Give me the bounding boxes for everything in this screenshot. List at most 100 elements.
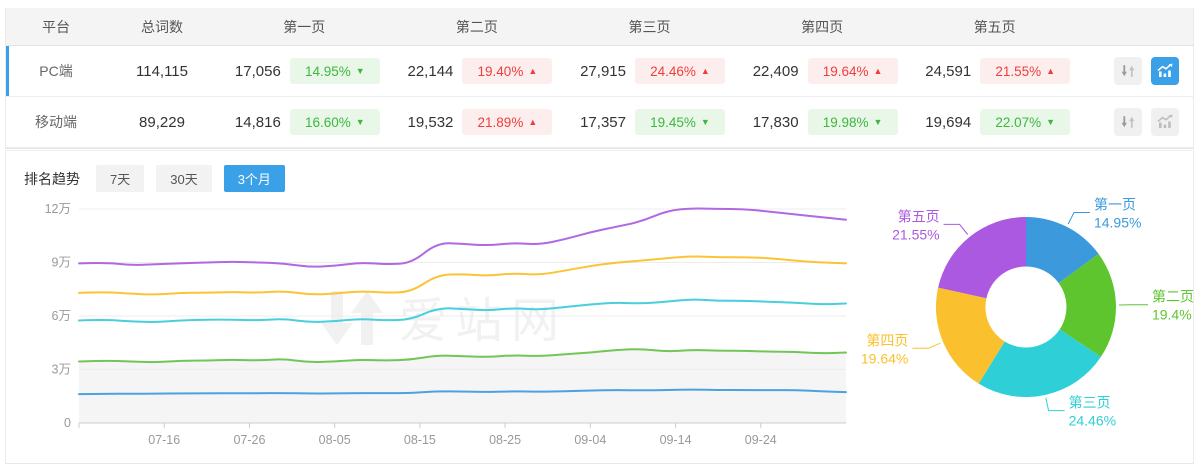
rank-trend-line-chart[interactable]: 爱站网 0 3万 6万 9万 12万 07-16 07-26 08-05 08-15 08-25 09… <box>31 191 861 463</box>
page4-change-badge: 19.98% <box>807 109 898 135</box>
sort-arrows-icon <box>1121 65 1135 77</box>
trend-chart-button[interactable] <box>1151 108 1179 136</box>
page1-cell: 17,056 14.95% <box>218 58 391 84</box>
tab-range-7d[interactable]: 7天 <box>96 165 145 192</box>
sort-arrows-icon <box>1121 116 1135 128</box>
trend-chart-icon <box>1157 114 1173 128</box>
svg-text:08-25: 08-25 <box>489 433 521 447</box>
svg-text:09-24: 09-24 <box>745 433 777 447</box>
donut-slice-第二页 <box>1058 253 1116 357</box>
page3-cell: 27,915 24.46% <box>563 58 736 84</box>
page5-cell: 24,591 21.55% <box>908 58 1081 84</box>
total-words: 114,115 <box>136 62 188 80</box>
svg-text:19.64%: 19.64% <box>861 350 908 366</box>
page5-change-badge: 21.55% <box>980 58 1071 84</box>
page1-change-badge: 14.95% <box>289 58 380 84</box>
page1-change-badge: 16.60% <box>289 109 380 135</box>
page1-count: 17,056 <box>234 62 281 80</box>
col-header-page1: 第一页 <box>283 18 326 35</box>
col-header-page2: 第二页 <box>455 18 498 35</box>
svg-text:24.46%: 24.46% <box>1069 413 1116 429</box>
page4-cell: 22,409 19.64% <box>736 58 909 84</box>
svg-text:21.55%: 21.55% <box>892 226 939 242</box>
table-row-pc[interactable]: PC端 114,115 17,056 14.95% 22,144 19.40% … <box>6 46 1193 97</box>
col-header-page3: 第三页 <box>628 18 671 35</box>
page2-change-badge: 21.89% <box>462 109 553 135</box>
svg-text:9万: 9万 <box>52 256 71 270</box>
page2-cell: 19,532 21.89% <box>391 109 564 135</box>
page-distribution-donut-chart[interactable]: 第一页 14.95% 第二页 19.4% 第三页 24.46% 第四页 19.64% 第五页 21… <box>859 189 1200 439</box>
page3-change-badge: 24.46% <box>634 58 725 84</box>
page2-change-badge: 19.40% <box>462 58 553 84</box>
table-header: 平台 总词数 第一页 第二页 第三页 第四页 第五页 <box>6 8 1193 46</box>
rank-trend-section: 排名趋势 7天 30天 3个月 爱站网 0 3万 6万 9万 12万 07-16 07-26 0… <box>5 150 1194 464</box>
col-header-page4: 第四页 <box>801 18 844 35</box>
table-row-mobile[interactable]: 移动端 89,229 14,816 16.60% 19,532 21.89% 1… <box>6 97 1193 148</box>
donut-slice-第一页 <box>1026 217 1099 284</box>
page5-count: 19,694 <box>925 113 972 131</box>
page3-count: 27,915 <box>580 62 626 80</box>
svg-text:08-05: 08-05 <box>319 433 351 447</box>
col-header-platform: 平台 <box>42 18 70 35</box>
svg-text:07-16: 07-16 <box>148 433 180 447</box>
svg-text:第三页: 第三页 <box>1069 395 1111 411</box>
trend-arrow-icon <box>701 118 710 127</box>
trend-arrow-icon <box>356 67 365 76</box>
trend-arrow-icon <box>528 67 537 76</box>
page4-count: 22,409 <box>752 62 799 80</box>
svg-text:14.95%: 14.95% <box>1094 214 1141 230</box>
tab-range-3m[interactable]: 3个月 <box>223 165 285 192</box>
page3-change-badge: 19.45% <box>634 109 725 135</box>
donut-slice-第三页 <box>978 329 1101 398</box>
svg-text:12万: 12万 <box>45 202 71 216</box>
page2-count: 22,144 <box>407 62 454 80</box>
svg-text:07-26: 07-26 <box>233 433 265 447</box>
svg-text:09-04: 09-04 <box>574 433 606 447</box>
svg-text:6万: 6万 <box>52 309 71 323</box>
page4-cell: 17,830 19.98% <box>736 109 909 135</box>
page3-cell: 17,357 19.45% <box>563 109 736 135</box>
col-header-page5: 第五页 <box>973 18 1016 35</box>
page5-count: 24,591 <box>925 62 972 80</box>
sort-button[interactable] <box>1114 57 1142 85</box>
page2-cell: 22,144 19.40% <box>391 58 564 84</box>
total-words: 89,229 <box>139 113 185 131</box>
trend-arrow-icon <box>701 67 710 76</box>
tab-range-30d[interactable]: 30天 <box>156 165 212 192</box>
svg-text:第一页: 第一页 <box>1094 196 1136 212</box>
svg-text:第四页: 第四页 <box>866 332 908 348</box>
donut-slice-第五页 <box>938 217 1026 299</box>
trend-arrow-icon <box>874 67 883 76</box>
page4-change-badge: 19.64% <box>807 58 898 84</box>
page1-cell: 14,816 16.60% <box>218 109 391 135</box>
svg-text:3万: 3万 <box>52 363 71 377</box>
page2-count: 19,532 <box>407 113 454 131</box>
trend-arrow-icon <box>356 118 365 127</box>
keyword-rank-table: 平台 总词数 第一页 第二页 第三页 第四页 第五页 PC端 114,115 1… <box>5 8 1194 149</box>
svg-text:19.4%: 19.4% <box>1152 307 1192 323</box>
sort-button[interactable] <box>1114 108 1142 136</box>
svg-text:0: 0 <box>64 416 71 430</box>
page5-cell: 19,694 22.07% <box>908 109 1081 135</box>
trend-arrow-icon <box>874 118 883 127</box>
trend-toolbar: 排名趋势 7天 30天 3个月 <box>6 151 1193 192</box>
svg-text:08-15: 08-15 <box>404 433 436 447</box>
svg-text:爱站网: 爱站网 <box>399 295 567 348</box>
svg-text:第五页: 第五页 <box>898 208 940 224</box>
trend-arrow-icon <box>1046 118 1055 127</box>
page1-count: 14,816 <box>234 113 281 131</box>
trend-chart-button[interactable] <box>1151 57 1179 85</box>
svg-text:第二页: 第二页 <box>1152 289 1194 305</box>
platform-label: PC端 <box>39 63 73 79</box>
trend-chart-icon <box>1157 63 1173 77</box>
svg-text:09-14: 09-14 <box>660 433 692 447</box>
trend-section-title: 排名趋势 <box>24 170 80 187</box>
trend-arrow-icon <box>1046 67 1055 76</box>
watermark-aizhan-logo: 爱站网 <box>321 291 567 348</box>
donut-slice-第四页 <box>935 287 1005 384</box>
page3-count: 17,357 <box>580 113 626 131</box>
page5-change-badge: 22.07% <box>980 109 1071 135</box>
trend-arrow-icon <box>528 118 537 127</box>
page4-count: 17,830 <box>752 113 799 131</box>
platform-label: 移动端 <box>35 114 77 130</box>
